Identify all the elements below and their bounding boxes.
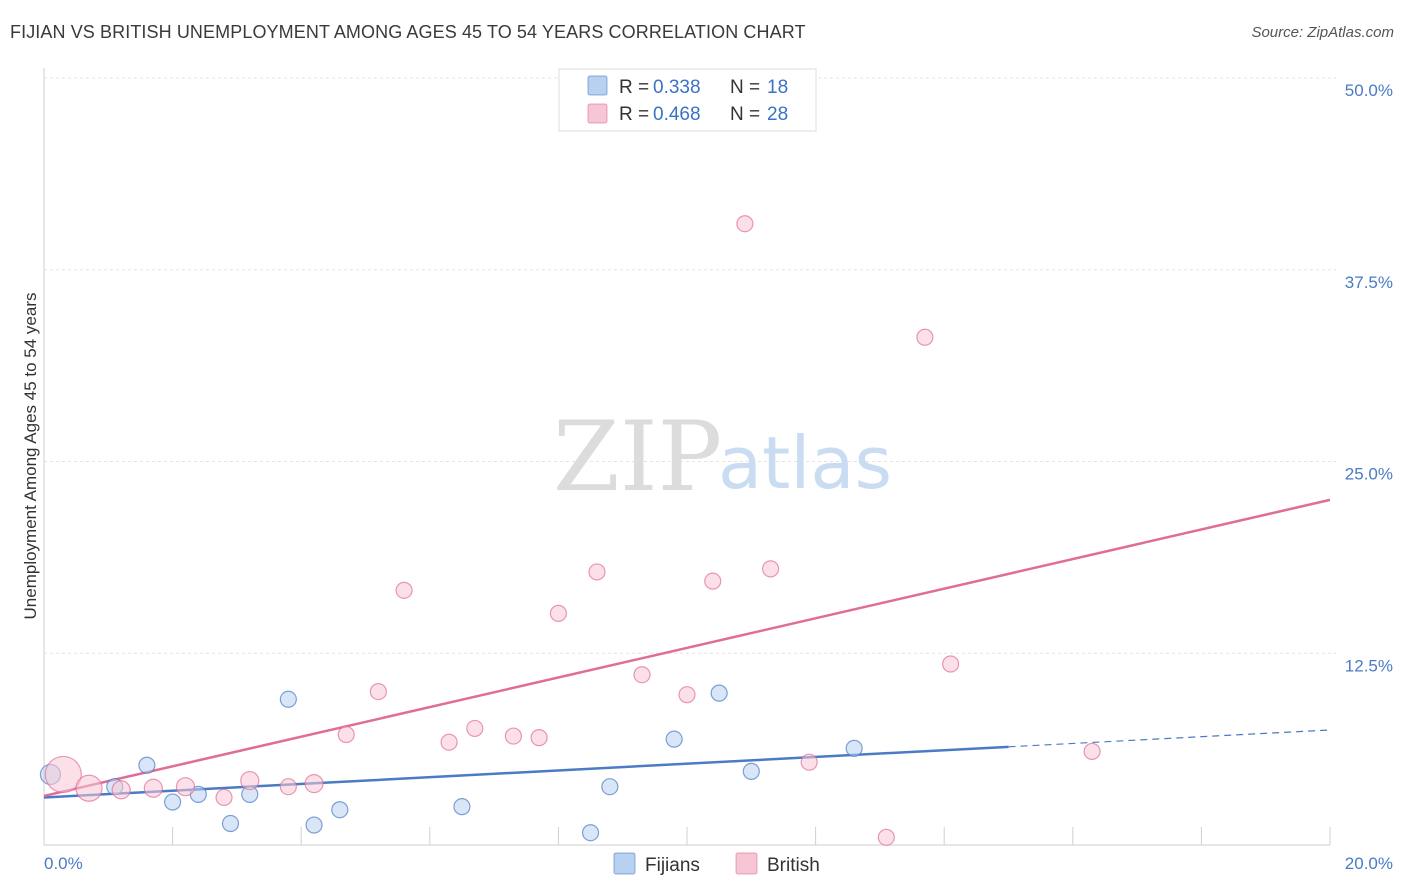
legend-r-label-fijians: R = xyxy=(619,77,649,98)
point-british-25 xyxy=(916,328,934,346)
point-fijians-15 xyxy=(742,762,760,780)
point-british-18 xyxy=(633,666,651,684)
legend-swatch-fijians xyxy=(587,75,608,96)
point-fijians-12 xyxy=(601,778,619,796)
point-fijians-3 xyxy=(164,793,182,811)
y-tick-label-3: 50.0% xyxy=(1345,81,1393,100)
point-british-17 xyxy=(588,563,606,581)
x-tick-label-min: 0.0% xyxy=(44,854,83,873)
legend-r-label-british: R = xyxy=(619,104,649,125)
watermark-zip: ZIP xyxy=(553,401,722,513)
point-fijians-13 xyxy=(665,730,683,748)
point-british-0 xyxy=(44,755,82,794)
point-british-3 xyxy=(143,778,163,798)
point-fijians-7 xyxy=(279,690,297,708)
watermark: ZIP atlas xyxy=(553,401,892,513)
point-fijians-16 xyxy=(845,739,863,757)
legend-n-value-fijians: 18 xyxy=(767,77,788,98)
point-british-21 xyxy=(736,215,754,233)
series-legend-swatch-british xyxy=(735,852,758,875)
correlation-legend: R = 0.338 N = 18 R = 0.468 N = 28 xyxy=(558,68,817,132)
y-tick-label-1: 25.0% xyxy=(1345,465,1393,484)
legend-n-label-british: N = xyxy=(730,104,760,125)
grid-lines xyxy=(44,77,1336,654)
trend-line-extension-fijians xyxy=(1008,729,1331,748)
point-fijians-8 xyxy=(305,816,323,834)
point-british-22 xyxy=(761,560,780,578)
point-british-5 xyxy=(215,788,233,807)
point-british-8 xyxy=(304,774,324,794)
point-british-26 xyxy=(942,655,960,673)
watermark-atlas: atlas xyxy=(718,421,892,505)
point-british-1 xyxy=(75,774,103,802)
point-british-16 xyxy=(549,604,568,622)
source-label: Source: ZipAtlas.com xyxy=(1251,24,1394,41)
point-british-24 xyxy=(877,828,895,846)
point-british-10 xyxy=(369,682,387,701)
trend-lines xyxy=(43,498,1331,799)
point-british-14 xyxy=(504,727,522,745)
point-fijians-10 xyxy=(453,798,471,816)
point-british-15 xyxy=(530,729,548,747)
legend-r-value-british: 0.468 xyxy=(653,104,701,125)
point-british-27 xyxy=(1083,742,1101,761)
point-fijians-5 xyxy=(221,814,240,833)
data-points xyxy=(39,215,1101,846)
point-fijians-11 xyxy=(581,824,600,842)
x-tick-label-max: 20.0% xyxy=(1345,854,1393,873)
legend-n-value-british: 28 xyxy=(767,104,788,125)
point-british-4 xyxy=(175,777,196,797)
point-british-2 xyxy=(111,780,131,800)
y-tick-labels: 12.5% 25.0% 37.5% 50.0% xyxy=(1345,81,1393,675)
chart-title: FIJIAN VS BRITISH UNEMPLOYMENT AMONG AGE… xyxy=(10,22,806,42)
point-british-7 xyxy=(279,778,297,796)
point-british-12 xyxy=(440,733,458,751)
series-legend-label-fijians: Fijians xyxy=(645,855,700,876)
legend-n-label-fijians: N = xyxy=(730,77,760,98)
series-legend-swatch-fijians xyxy=(613,852,636,875)
y-tick-label-0: 12.5% xyxy=(1345,656,1393,675)
point-british-20 xyxy=(704,572,722,590)
trend-line-british xyxy=(43,498,1331,798)
point-fijians-14 xyxy=(710,684,728,702)
legend-r-value-fijians: 0.338 xyxy=(653,77,701,98)
point-british-9 xyxy=(337,725,355,744)
x-tick-labels: 0.0% 20.0% xyxy=(44,854,1393,873)
y-axis-label: Unemployment Among Ages 45 to 54 years xyxy=(21,293,40,620)
point-fijians-9 xyxy=(331,801,349,819)
point-british-11 xyxy=(395,581,413,599)
legend-swatch-british xyxy=(587,103,608,124)
point-fijians-2 xyxy=(138,756,156,774)
point-british-19 xyxy=(678,686,696,704)
point-british-13 xyxy=(466,719,484,738)
axes xyxy=(43,68,1331,846)
point-british-23 xyxy=(800,753,818,771)
point-british-6 xyxy=(240,770,260,791)
y-tick-label-2: 37.5% xyxy=(1345,273,1393,292)
series-legend-label-british: British xyxy=(767,855,820,876)
series-legend: Fijians British xyxy=(613,852,820,876)
